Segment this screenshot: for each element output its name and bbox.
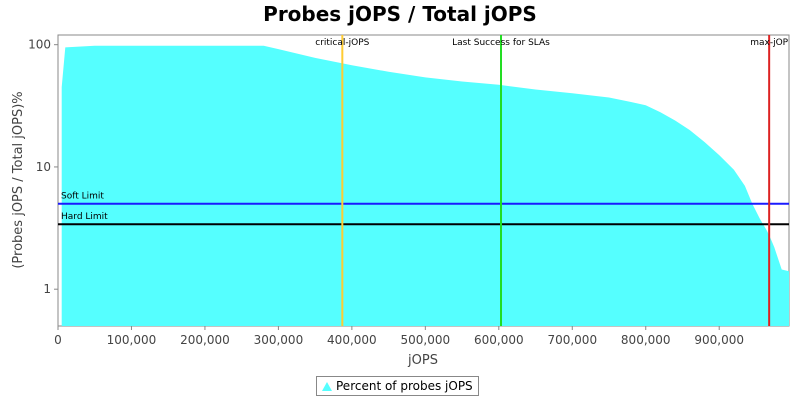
y-tick-label-2: 100 <box>28 38 51 52</box>
v-marker-label-2: max-jOP <box>750 38 788 48</box>
x-tick-label-3: 300,000 <box>254 333 304 347</box>
x-tick-label-8: 800,000 <box>621 333 671 347</box>
h-marker-label-0: Soft Limit <box>61 192 104 202</box>
x-tick-label-2: 200,000 <box>180 333 230 347</box>
y-axis-label: (Probes jOPS / Total jOPS)% <box>11 91 26 268</box>
chart-title: Probes jOPS / Total jOPS <box>263 2 537 26</box>
h-marker-label-1: Hard Limit <box>61 212 108 222</box>
x-axis-label: jOPS <box>407 353 438 368</box>
legend: Percent of probes jOPS <box>316 376 479 396</box>
x-tick-label-4: 400,000 <box>327 333 377 347</box>
x-tick-label-1: 100,000 <box>107 333 157 347</box>
v-marker-label-1: Last Success for SLAs <box>452 38 550 48</box>
x-tick-label-9: 900,000 <box>694 333 744 347</box>
legend-swatch-icon <box>322 381 332 391</box>
x-tick-label-0: 0 <box>54 333 62 347</box>
y-tick-label-0: 1 <box>43 282 51 296</box>
v-marker-label-0: critical-jOPS <box>315 38 369 48</box>
x-tick-label-5: 500,000 <box>401 333 451 347</box>
x-tick-label-7: 700,000 <box>547 333 597 347</box>
series-area-0 <box>61 45 789 327</box>
x-tick-label-6: 600,000 <box>474 333 524 347</box>
legend-entry: Percent of probes jOPS <box>336 379 473 393</box>
y-tick-label-1: 10 <box>36 160 51 174</box>
